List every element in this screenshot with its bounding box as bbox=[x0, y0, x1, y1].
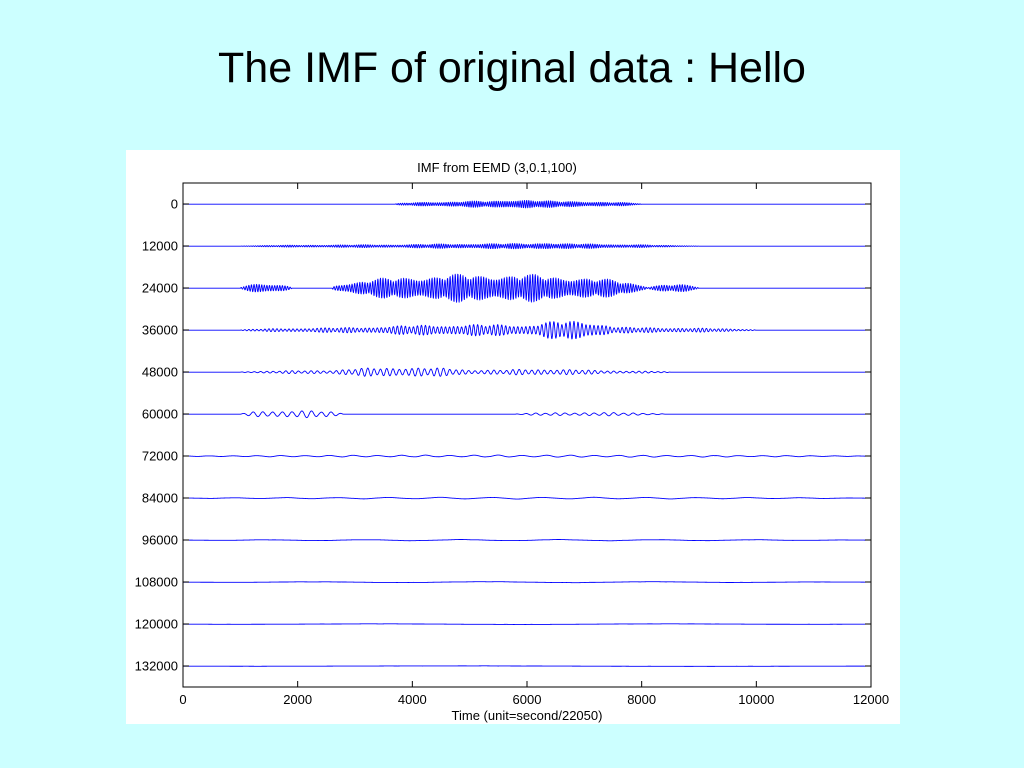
y-tick-label: 60000 bbox=[142, 407, 178, 422]
y-tick-label: 96000 bbox=[142, 533, 178, 548]
slide-title: The IMF of original data : Hello bbox=[218, 44, 806, 92]
x-tick-label: 0 bbox=[179, 692, 186, 707]
x-tick-label: 2000 bbox=[283, 692, 312, 707]
plot-frame bbox=[182, 182, 872, 688]
chart-figure: IMF from EEMD (3,0.1,100) Time (unit=sec… bbox=[126, 150, 900, 724]
x-tick-label: 4000 bbox=[398, 692, 427, 707]
y-tick-label: 132000 bbox=[135, 659, 178, 674]
x-axis-label: Time (unit=second/22050) bbox=[452, 708, 603, 723]
imf-series-line bbox=[182, 243, 866, 250]
imf-series-line bbox=[182, 199, 866, 209]
imf-series-line bbox=[182, 623, 866, 625]
imf-series-line bbox=[182, 665, 866, 667]
series-layer bbox=[182, 199, 866, 667]
imf-series-line bbox=[182, 454, 866, 458]
imf-series-line bbox=[182, 496, 866, 500]
y-tick-label: 72000 bbox=[142, 449, 178, 464]
y-tick-label: 24000 bbox=[142, 281, 178, 296]
x-tick-label: 12000 bbox=[853, 692, 889, 707]
imf-series-line bbox=[182, 367, 866, 377]
tick-layer: 0 2000 4000 6000 8000 10000 120000120002400036… bbox=[135, 183, 889, 707]
y-tick-label: 0 bbox=[171, 197, 178, 212]
y-tick-label: 108000 bbox=[135, 575, 178, 590]
y-tick-label: 120000 bbox=[135, 617, 178, 632]
imf-series-line bbox=[182, 320, 866, 340]
x-tick-label: 8000 bbox=[627, 692, 656, 707]
chart-title: IMF from EEMD (3,0.1,100) bbox=[417, 160, 577, 175]
y-tick-label: 84000 bbox=[142, 491, 178, 506]
imf-series-line bbox=[182, 410, 866, 419]
x-tick-label: 10000 bbox=[738, 692, 774, 707]
imf-series-line bbox=[182, 539, 866, 542]
y-tick-label: 12000 bbox=[142, 239, 178, 254]
imf-series-line bbox=[182, 581, 866, 584]
x-tick-label: 6000 bbox=[513, 692, 542, 707]
imf-series-line bbox=[182, 273, 866, 303]
y-tick-label: 48000 bbox=[142, 365, 178, 380]
y-tick-label: 36000 bbox=[142, 323, 178, 338]
imf-chart: IMF from EEMD (3,0.1,100) Time (unit=sec… bbox=[135, 160, 889, 723]
